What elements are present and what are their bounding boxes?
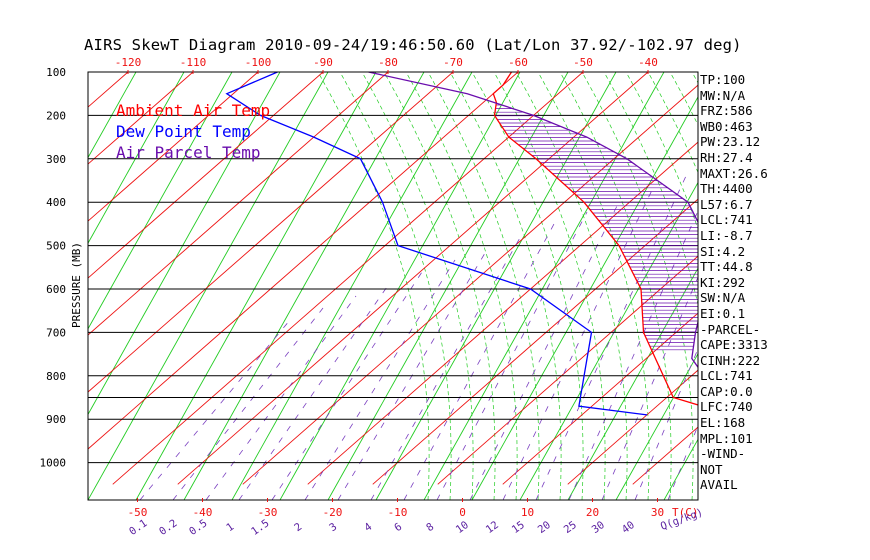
top-temp-tick-label: -100 [245,56,272,69]
index-item: SI:4.2 [700,243,746,259]
mixing-ratio-tick-label: 20 [536,519,553,536]
mixing-ratio-tick-label: 25 [562,519,579,536]
top-temp-tick-label: -70 [443,56,463,69]
top-temp-tick-label: -40 [638,56,658,69]
top-temp-tick-label: -110 [180,56,207,69]
index-item: -WIND- [700,446,746,462]
index-item: CINH:222 [700,352,761,368]
index-item: RH:27.4 [700,149,753,165]
series-ambient-air-temp [492,72,698,406]
index-item: SW:N/A [700,290,746,306]
index-item: LFC:740 [700,399,753,415]
index-item: LCL:741 [700,368,753,384]
pressure-tick-label: 400 [46,196,66,209]
bottom-temp-tick-label: 10 [521,506,534,519]
mixing-ratio-tick-label: 12 [484,519,501,536]
mixing-ratio-tick-label: 30 [590,519,607,536]
mixing-ratio-tick-label: 8 [424,521,436,534]
profile-lines [225,72,698,416]
index-item: TP:100 [700,72,746,87]
index-item: MPL:101 [700,430,753,446]
legend-ambient-air-temp: Ambient Air Temp [116,101,271,120]
bottom-temp-tick-label: -40 [193,506,213,519]
series-air-parcel-temp [368,72,698,369]
bottom-temp-tick-label: 20 [586,506,599,519]
bottom-temp-tick-label: -30 [258,506,278,519]
top-temp-tick-label: -50 [573,56,593,69]
pressure-tick-label: 200 [46,109,66,122]
pressure-tick-label: 800 [46,370,66,383]
bottom-temp-tick-label: -10 [388,506,408,519]
index-item: WB0:463 [700,118,753,134]
index-item: MAXT:26.6 [700,165,768,181]
mixing-ratio-tick-label: 10 [454,519,471,536]
pressure-tick-label: 500 [46,240,66,253]
index-item: CAP:0.0 [700,383,753,399]
index-item: PW:23.12 [700,134,761,150]
pressure-tick-label: 600 [46,283,66,296]
index-item: FRZ:586 [700,103,753,119]
mixing-ratio-tick-label: 15 [510,519,527,536]
index-item: EI:0.1 [700,305,746,321]
index-item: L57:6.7 [700,196,753,212]
cape-hatching [494,104,698,351]
mixing-ratio-lines [139,175,698,500]
mixing-ratio-tick-label: 2 [292,521,304,534]
index-item: MW:N/A [700,87,746,103]
top-temp-tick-label: -60 [508,56,528,69]
pressure-tick-label: 300 [46,153,66,166]
bottom-temp-tick-label: 30 [651,506,664,519]
index-item: NOT [700,461,723,477]
pressure-tick-label: 700 [46,326,66,339]
mixing-ratio-tick-label: 40 [620,519,637,536]
top-temp-tick-label: -120 [115,56,142,69]
index-item: LI:-8.7 [700,227,753,243]
isotherm-lines [88,72,698,485]
index-item: KI:292 [700,274,746,290]
top-temp-tick-label: -80 [378,56,398,69]
legend-air-parcel-temp: Air Parcel Temp [116,143,261,162]
legend: Ambient Air Temp Dew Point Temp Air Parc… [116,100,270,163]
chart-title: AIRS SkewT Diagram 2010-09-24/19:46:50.6… [84,36,742,54]
top-temp-tick-label: -90 [313,56,333,69]
mixing-ratio-tick-label: 0.2 [157,517,179,538]
bottom-temp-tick-label: -20 [323,506,343,519]
mixing-ratio-tick-label: 0.5 [187,517,209,538]
pressure-tick-label: 100 [46,66,66,79]
index-item: EL:168 [700,415,746,431]
index-item: -PARCEL- [700,321,761,337]
mixing-ratio-tick-label: 6 [392,521,404,534]
mixing-ratio-tick-label: 0.1 [127,517,149,538]
index-item: TH:4400 [700,181,753,197]
index-item: LCL:741 [700,212,753,228]
bottom-temp-tick-label: -50 [128,506,148,519]
x-axis-label: T(C) [672,506,699,519]
series-dew-point-temp [225,72,648,416]
pressure-tick-label: 900 [46,413,66,426]
index-item: CAPE:3313 [700,337,768,353]
mixing-ratio-tick-label: 1 [224,521,236,534]
y-axis-label: PRESSURE (MB) [70,242,83,328]
mixing-ratio-tick-label: 4 [362,521,374,534]
pressure-tick-label: 1000 [40,457,67,470]
mixing-ratio-tick-label: 1.5 [249,517,271,538]
index-item: TT:44.8 [700,259,753,275]
legend-dew-point-temp: Dew Point Temp [116,122,251,141]
axis-ticks [127,70,658,502]
index-item: AVAIL [700,477,738,493]
mixing-ratio-tick-label: 3 [327,521,339,534]
stability-indices: TP:100 MW:N/A FRZ:586 WB0:463 PW:23.12 RH:27.… [700,72,768,493]
bottom-temp-tick-label: 0 [459,506,466,519]
